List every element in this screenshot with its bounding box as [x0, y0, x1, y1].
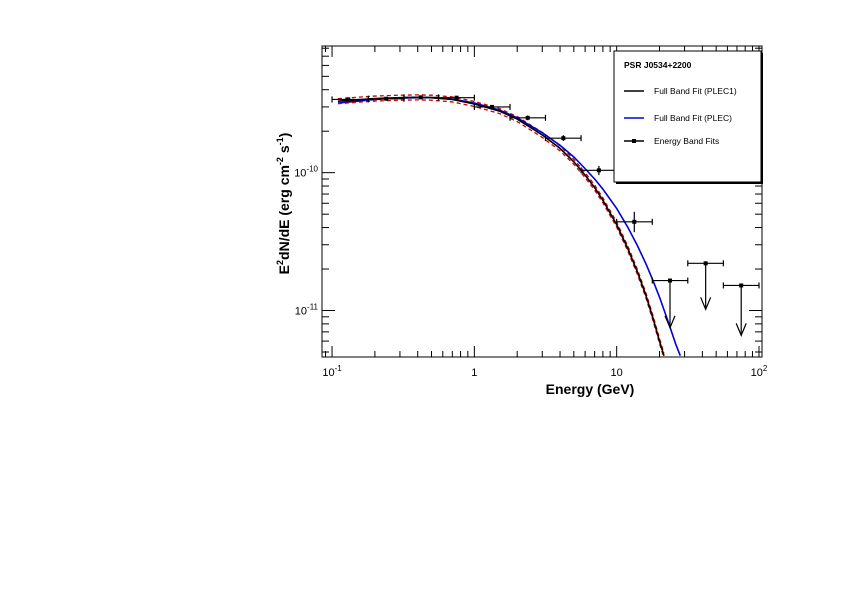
upper-limit-marker	[703, 261, 708, 266]
plot-area	[331, 94, 760, 357]
band-fit-marker	[489, 104, 494, 109]
legend-marker	[632, 139, 636, 143]
upper-limit-1	[687, 260, 724, 311]
legend-entry-2: Energy Band Fits	[624, 136, 719, 146]
band-fit-marker	[632, 219, 637, 224]
fit-band-lower-0	[337, 99, 665, 357]
upper-limit-arrow-head	[700, 297, 712, 311]
upper-limit-marker	[739, 283, 744, 288]
legend-label: Full Band Fit (PLEC1)	[654, 86, 737, 96]
y-tick-label-0: 10-11	[295, 303, 319, 318]
legend-box	[613, 50, 762, 183]
x-axis-title: Energy (GeV)	[546, 381, 635, 397]
y-axis-title: E2dN/dE (erg cm-2 s-1)	[275, 133, 292, 275]
x-tick-label-1: 1	[471, 367, 477, 379]
upper-limit-2	[722, 282, 760, 337]
band-fit-marker	[561, 136, 566, 141]
legend-title: PSR J0534+2200	[624, 60, 692, 70]
band-fit-point-7	[580, 165, 618, 176]
band-fit-marker	[346, 97, 351, 102]
band-fit-marker	[418, 95, 423, 100]
band-fit-point-6	[544, 135, 582, 142]
legend-entry-1: Full Band Fit (PLEC)	[624, 113, 732, 123]
legend-label: Energy Band Fits	[654, 136, 719, 146]
band-fit-point-5	[509, 114, 547, 121]
upper-limit-0	[651, 277, 689, 330]
upper-limit-arrow-head	[664, 315, 676, 330]
band-fit-point-4	[473, 103, 511, 110]
band-fit-marker	[454, 95, 459, 100]
legend-entry-0: Full Band Fit (PLEC1)	[624, 86, 737, 96]
band-fit-marker	[525, 115, 530, 120]
band-fit-marker	[596, 168, 601, 173]
band-fit-point-3	[437, 94, 475, 101]
x-tick-label-2: 10	[611, 367, 623, 379]
x-tick-label-0: 10-1	[322, 364, 342, 379]
band-fit-marker	[384, 96, 389, 101]
legend: PSR J0534+2200 Full Band Fit (PLEC1) Full …	[613, 50, 763, 184]
y-tick-label-1: 10-10	[294, 165, 318, 180]
upper-limit-marker	[668, 278, 673, 283]
upper-limit-arrow-head	[735, 323, 747, 337]
legend-label: Full Band Fit (PLEC)	[654, 113, 732, 123]
x-tick-label-3: 102	[751, 364, 768, 379]
band-fit-point-8	[616, 211, 653, 233]
